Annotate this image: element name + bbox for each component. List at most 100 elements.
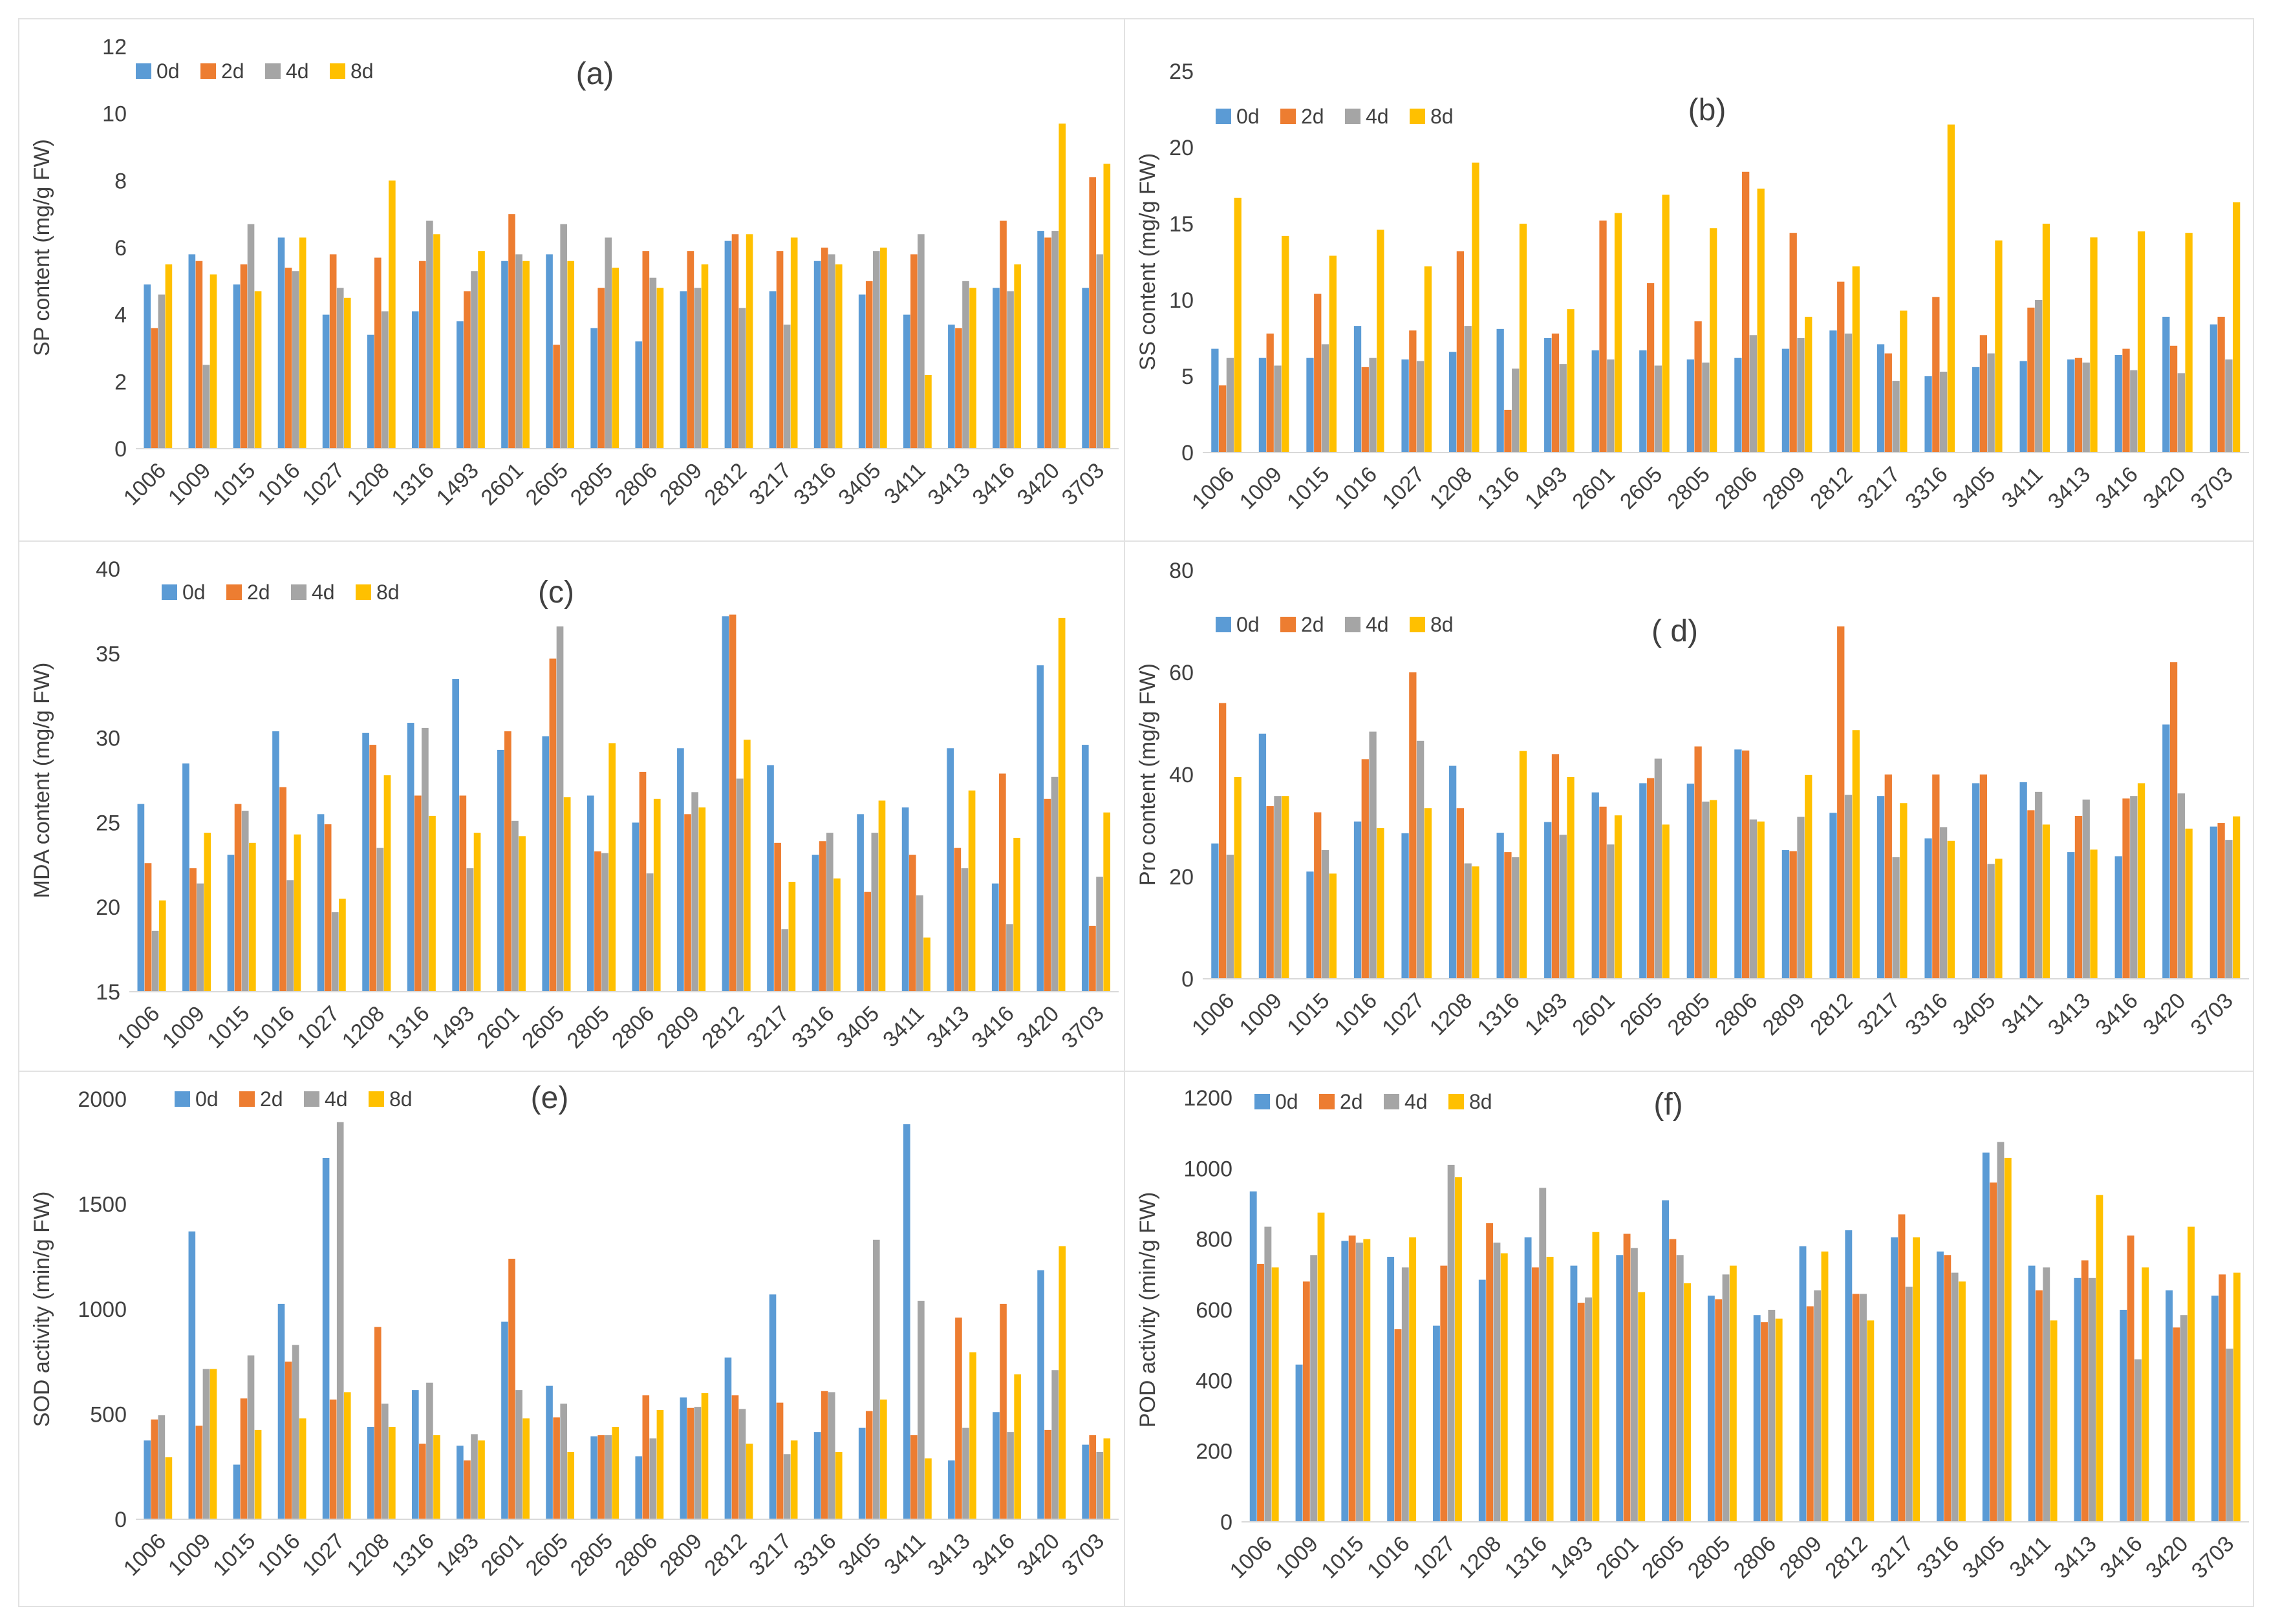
bar-8d-1006 xyxy=(1234,197,1242,453)
bar-4d-2601 xyxy=(1630,1248,1638,1522)
x-tick-label: 3703 xyxy=(2186,462,2238,514)
chart-panel-3: 15 20 25 30 35 40 MDA content (mg/g FW) 1006 100… xyxy=(18,540,1125,1072)
bar-8d-3703 xyxy=(1103,812,1111,992)
bar-4d-1015 xyxy=(1321,849,1329,979)
bar-0d-2809 xyxy=(677,748,684,992)
legend-label: 8d xyxy=(389,1087,413,1111)
bar-2d-1015 xyxy=(240,264,248,449)
bar-8d-1316 xyxy=(433,1435,440,1519)
bar-4d-1016 xyxy=(286,880,294,992)
x-tick-label: 3420 xyxy=(2138,462,2190,514)
bar-0d-1015 xyxy=(233,1464,241,1519)
x-tick-label: 1009 xyxy=(1271,1532,1323,1583)
bar-4d-2805 xyxy=(605,1435,612,1519)
bar-0d-1016 xyxy=(1353,326,1362,453)
bar-8d-3316 xyxy=(833,878,841,992)
x-tick-label: 3405 xyxy=(1958,1532,2010,1583)
bar-2d-2806 xyxy=(642,251,650,449)
bar-0d-3217 xyxy=(1876,796,1885,979)
x-tick-label: 3413 xyxy=(922,1001,974,1053)
bar-4d-3703 xyxy=(2226,1349,2233,1522)
bar-8d-1016 xyxy=(299,237,306,449)
bar-4d-3316 xyxy=(828,1392,835,1519)
bar-4d-2806 xyxy=(649,1438,657,1519)
legend-swatch-4d xyxy=(1384,1094,1399,1109)
bar-4d-2601 xyxy=(511,820,519,992)
bar-2d-3217 xyxy=(1884,353,1892,453)
bar-8d-3413 xyxy=(2096,1195,2103,1522)
bar-4d-3217 xyxy=(1892,381,1900,453)
bar-2d-2809 xyxy=(684,814,691,992)
bar-4d-1027 xyxy=(331,912,339,992)
y-axis-label: SP content (mg/g FW) xyxy=(30,139,54,356)
bar-8d-1006 xyxy=(158,900,166,992)
bar-4d-1493 xyxy=(466,868,474,992)
bar-0d-1006 xyxy=(144,1440,151,1519)
bar-2d-2805 xyxy=(597,288,605,449)
bar-0d-3316 xyxy=(1937,1251,1944,1522)
legend-swatch-0d xyxy=(1216,109,1231,124)
bar-0d-3703 xyxy=(1082,1444,1089,1519)
bar-0d-1016 xyxy=(272,731,279,992)
bar-0d-1015 xyxy=(227,855,235,992)
x-tick-label: 1027 xyxy=(1377,462,1429,514)
bar-8d-3217 xyxy=(790,237,798,449)
bar-0d-3217 xyxy=(767,765,774,992)
bar-4d-1027 xyxy=(1416,361,1425,453)
bar-4d-2809 xyxy=(1814,1290,1822,1522)
bar-4d-3703 xyxy=(2225,359,2233,453)
bar-8d-2805 xyxy=(612,1427,619,1519)
bar-2d-3316 xyxy=(821,248,828,449)
bar-4d-1027 xyxy=(336,1122,344,1519)
bar-2d-1208 xyxy=(1456,808,1465,979)
legend-swatch-8d xyxy=(330,63,345,79)
x-tick-label: 1006 xyxy=(119,1529,171,1581)
bar-8d-1208 xyxy=(383,775,391,992)
bar-0d-3405 xyxy=(1972,783,1980,979)
bar-8d-2605 xyxy=(567,1452,575,1519)
bar-8d-3420 xyxy=(1059,1246,1066,1519)
x-tick-label: 3420 xyxy=(2141,1532,2193,1583)
bar-2d-3217 xyxy=(1898,1214,1906,1522)
y-tick-label: 80 xyxy=(1169,559,1194,583)
x-tick-label: 2601 xyxy=(472,1001,524,1053)
bar-0d-3703 xyxy=(1081,745,1089,992)
bar-0d-3411 xyxy=(2028,1265,2036,1522)
y-tick-label: 2000 xyxy=(78,1087,127,1112)
bar-4d-3405 xyxy=(1987,353,1995,453)
bar-8d-1316 xyxy=(433,234,440,449)
legend-swatch-8d xyxy=(1410,109,1425,124)
x-tick-label: 3405 xyxy=(1948,462,2000,514)
bar-8d-1027 xyxy=(1424,266,1432,453)
bar-8d-1015 xyxy=(248,842,256,992)
bar-0d-3416 xyxy=(993,1412,1000,1519)
bar-0d-3413 xyxy=(2067,852,2075,979)
bar-2d-1493 xyxy=(464,291,471,449)
bar-2d-3411 xyxy=(910,254,918,449)
x-tick-label: 2806 xyxy=(1710,462,1762,514)
bar-0d-2601 xyxy=(1591,792,1599,979)
x-tick-label: 1316 xyxy=(387,458,438,510)
x-tick-label: 3416 xyxy=(968,458,1020,510)
bar-8d-3420 xyxy=(1058,617,1066,992)
bar-4d-2805 xyxy=(605,237,612,449)
bar-8d-3416 xyxy=(1013,837,1020,992)
bar-8d-2605 xyxy=(563,797,571,992)
bar-2d-1006 xyxy=(1219,385,1227,453)
bar-0d-2812 xyxy=(724,1357,732,1519)
x-tick-label: 3413 xyxy=(2049,1532,2101,1583)
bar-2d-1016 xyxy=(285,268,292,449)
bar-2d-1316 xyxy=(414,795,422,992)
y-tick-label: 0 xyxy=(1220,1510,1232,1535)
bar-4d-1006 xyxy=(1264,1226,1272,1522)
bar-2d-2806 xyxy=(1742,750,1750,979)
x-tick-label: 1006 xyxy=(1187,988,1239,1040)
bar-4d-3420 xyxy=(1051,1370,1059,1519)
bar-4d-3411 xyxy=(2043,1267,2050,1522)
bar-0d-3405 xyxy=(1972,367,1980,453)
legend-label: 4d xyxy=(1366,613,1389,636)
bar-2d-3217 xyxy=(776,251,784,449)
bar-2d-1009 xyxy=(189,868,197,992)
y-axis-label: POD activity (min/g FW) xyxy=(1135,1192,1160,1428)
legend-swatch-2d xyxy=(200,63,216,79)
